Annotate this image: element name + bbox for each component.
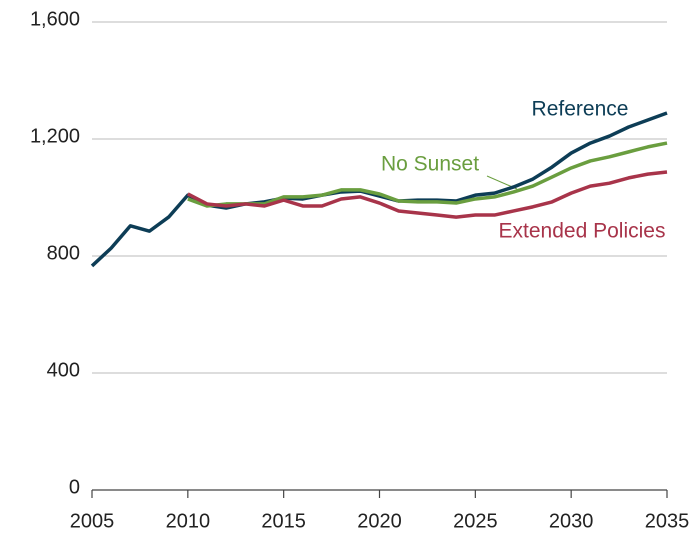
- y-tick-label: 800: [47, 242, 80, 264]
- x-tick-label: 2005: [70, 510, 115, 532]
- x-tick-label: 2025: [453, 510, 498, 532]
- x-tick-label: 2020: [357, 510, 402, 532]
- x-tick-label: 2035: [645, 510, 690, 532]
- x-tick-label: 2015: [261, 510, 306, 532]
- y-tick-label: 1,200: [30, 125, 80, 147]
- y-tick-label: 0: [69, 476, 80, 498]
- y-tick-label: 400: [47, 359, 80, 381]
- x-tick-label: 2030: [549, 510, 594, 532]
- series-line: [187, 141, 668, 208]
- series-label: Reference: [532, 98, 629, 121]
- y-tick-label: 1,600: [30, 8, 80, 30]
- x-tick-label: 2010: [166, 510, 211, 532]
- series-label: No Sunset: [381, 153, 479, 176]
- series-label: Extended Policies: [499, 220, 666, 243]
- series-line: [187, 170, 668, 219]
